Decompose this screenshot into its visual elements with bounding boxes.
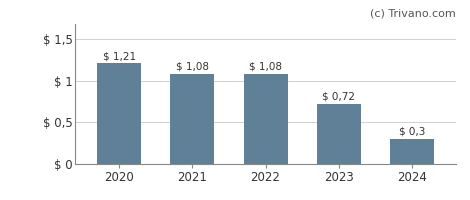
Bar (390, 139, 434, 164)
Text: $ 0,72: $ 0,72 (322, 92, 355, 102)
Text: $ 1,08: $ 1,08 (249, 62, 282, 72)
Text: $ 1,08: $ 1,08 (176, 62, 209, 72)
Bar (317, 104, 361, 164)
Bar (97, 63, 141, 164)
Bar (243, 74, 288, 164)
Text: $ 1,21: $ 1,21 (102, 51, 136, 61)
Text: $ 0,3: $ 0,3 (399, 127, 425, 137)
Text: (c) Trivano.com: (c) Trivano.com (370, 8, 456, 18)
Bar (170, 74, 214, 164)
